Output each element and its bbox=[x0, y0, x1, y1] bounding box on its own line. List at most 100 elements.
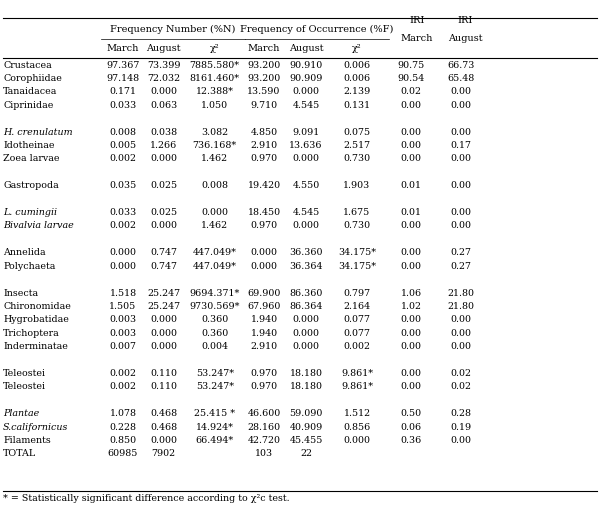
Text: 0.747: 0.747 bbox=[151, 248, 178, 258]
Text: 0.00: 0.00 bbox=[401, 382, 422, 391]
Text: 13.636: 13.636 bbox=[289, 141, 323, 150]
Text: 0.000: 0.000 bbox=[151, 329, 178, 338]
Text: Frequency Number (%N): Frequency Number (%N) bbox=[110, 25, 235, 34]
Text: 42.720: 42.720 bbox=[248, 436, 281, 445]
Text: 25.247: 25.247 bbox=[147, 289, 181, 297]
Text: 0.003: 0.003 bbox=[109, 329, 137, 338]
Text: 0.00: 0.00 bbox=[401, 101, 422, 110]
Text: 1.462: 1.462 bbox=[201, 154, 229, 164]
Text: 0.000: 0.000 bbox=[151, 342, 178, 351]
Text: 25.247: 25.247 bbox=[147, 302, 181, 311]
Text: 0.850: 0.850 bbox=[109, 436, 137, 445]
Text: 447.049*: 447.049* bbox=[193, 248, 237, 258]
Text: 0.360: 0.360 bbox=[201, 315, 229, 324]
Text: 0.02: 0.02 bbox=[450, 369, 472, 378]
Text: 0.00: 0.00 bbox=[450, 315, 472, 324]
Text: 0.075: 0.075 bbox=[343, 128, 371, 136]
Text: 0.468: 0.468 bbox=[150, 409, 178, 418]
Text: 0.747: 0.747 bbox=[151, 262, 178, 271]
Text: IRI: IRI bbox=[457, 16, 473, 25]
Text: 0.00: 0.00 bbox=[401, 262, 422, 271]
Text: 53.247*: 53.247* bbox=[196, 382, 234, 391]
Text: 66.73: 66.73 bbox=[447, 61, 475, 69]
Text: 0.730: 0.730 bbox=[343, 154, 371, 164]
Text: 0.000: 0.000 bbox=[202, 208, 228, 217]
Text: 0.002: 0.002 bbox=[109, 369, 137, 378]
Text: 2.139: 2.139 bbox=[343, 87, 371, 97]
Text: 0.077: 0.077 bbox=[343, 315, 371, 324]
Text: 36.360: 36.360 bbox=[289, 248, 323, 258]
Text: 0.228: 0.228 bbox=[109, 423, 137, 432]
Text: 0.000: 0.000 bbox=[151, 315, 178, 324]
Text: 97.367: 97.367 bbox=[106, 61, 140, 69]
Text: 0.36: 0.36 bbox=[400, 436, 422, 445]
Text: 90.910: 90.910 bbox=[289, 61, 323, 69]
Text: 0.000: 0.000 bbox=[293, 221, 320, 230]
Text: 1.903: 1.903 bbox=[343, 181, 371, 190]
Text: 0.000: 0.000 bbox=[109, 248, 137, 258]
Text: 0.970: 0.970 bbox=[250, 154, 278, 164]
Text: 14.924*: 14.924* bbox=[196, 423, 234, 432]
Text: 13.590: 13.590 bbox=[247, 87, 281, 97]
Text: 0.000: 0.000 bbox=[251, 248, 277, 258]
Text: 9694.371*: 9694.371* bbox=[190, 289, 240, 297]
Text: 0.00: 0.00 bbox=[450, 154, 472, 164]
Text: 0.00: 0.00 bbox=[450, 101, 472, 110]
Text: 86.360: 86.360 bbox=[289, 289, 323, 297]
Text: 2.910: 2.910 bbox=[250, 342, 278, 351]
Text: 0.00: 0.00 bbox=[450, 329, 472, 338]
Text: Bivalvia larvae: Bivalvia larvae bbox=[3, 221, 74, 230]
Text: 0.002: 0.002 bbox=[109, 154, 137, 164]
Text: 0.000: 0.000 bbox=[151, 154, 178, 164]
Text: 40.909: 40.909 bbox=[289, 423, 323, 432]
Text: Trichoptera: Trichoptera bbox=[3, 329, 60, 338]
Text: Filaments: Filaments bbox=[3, 436, 51, 445]
Text: Ciprinidae: Ciprinidae bbox=[3, 101, 53, 110]
Text: 60985: 60985 bbox=[108, 449, 138, 458]
Text: 0.00: 0.00 bbox=[401, 154, 422, 164]
Text: 12.388*: 12.388* bbox=[196, 87, 234, 97]
Text: 0.00: 0.00 bbox=[450, 436, 472, 445]
Text: 0.008: 0.008 bbox=[202, 181, 228, 190]
Text: 0.50: 0.50 bbox=[400, 409, 422, 418]
Text: 0.000: 0.000 bbox=[343, 436, 371, 445]
Text: 0.797: 0.797 bbox=[343, 289, 371, 297]
Text: 22: 22 bbox=[300, 449, 312, 458]
Text: 90.909: 90.909 bbox=[289, 74, 323, 83]
Text: 0.970: 0.970 bbox=[250, 369, 278, 378]
Text: Tanaidacea: Tanaidacea bbox=[3, 87, 58, 97]
Text: TOTAL: TOTAL bbox=[3, 449, 36, 458]
Text: 8161.460*: 8161.460* bbox=[190, 74, 240, 83]
Text: 0.00: 0.00 bbox=[401, 141, 422, 150]
Text: 59.090: 59.090 bbox=[289, 409, 323, 418]
Text: 1.675: 1.675 bbox=[343, 208, 371, 217]
Text: Plantae: Plantae bbox=[3, 409, 39, 418]
Text: 0.00: 0.00 bbox=[450, 221, 472, 230]
Text: 25.415 *: 25.415 * bbox=[194, 409, 235, 418]
Text: March: March bbox=[401, 34, 433, 43]
Text: 0.01: 0.01 bbox=[401, 181, 422, 190]
Text: 0.003: 0.003 bbox=[109, 315, 137, 324]
Text: 0.00: 0.00 bbox=[401, 342, 422, 351]
Text: 9.861*: 9.861* bbox=[341, 369, 373, 378]
Text: August: August bbox=[146, 43, 181, 53]
Text: Idotheinae: Idotheinae bbox=[3, 141, 55, 150]
Text: Annelida: Annelida bbox=[3, 248, 46, 258]
Text: 0.000: 0.000 bbox=[251, 262, 277, 271]
Text: 0.00: 0.00 bbox=[401, 248, 422, 258]
Text: 0.000: 0.000 bbox=[293, 329, 320, 338]
Text: 0.063: 0.063 bbox=[150, 101, 178, 110]
Text: 0.00: 0.00 bbox=[401, 221, 422, 230]
Text: 0.17: 0.17 bbox=[450, 141, 472, 150]
Text: 34.175*: 34.175* bbox=[338, 248, 376, 258]
Text: 18.180: 18.180 bbox=[290, 369, 323, 378]
Text: 0.000: 0.000 bbox=[151, 436, 178, 445]
Text: 7902: 7902 bbox=[152, 449, 176, 458]
Text: 69.900: 69.900 bbox=[247, 289, 281, 297]
Text: 0.077: 0.077 bbox=[343, 329, 371, 338]
Text: 9.710: 9.710 bbox=[250, 101, 278, 110]
Text: 2.910: 2.910 bbox=[250, 141, 278, 150]
Text: 0.000: 0.000 bbox=[293, 154, 320, 164]
Text: 73.399: 73.399 bbox=[147, 61, 181, 69]
Text: August: August bbox=[289, 43, 323, 53]
